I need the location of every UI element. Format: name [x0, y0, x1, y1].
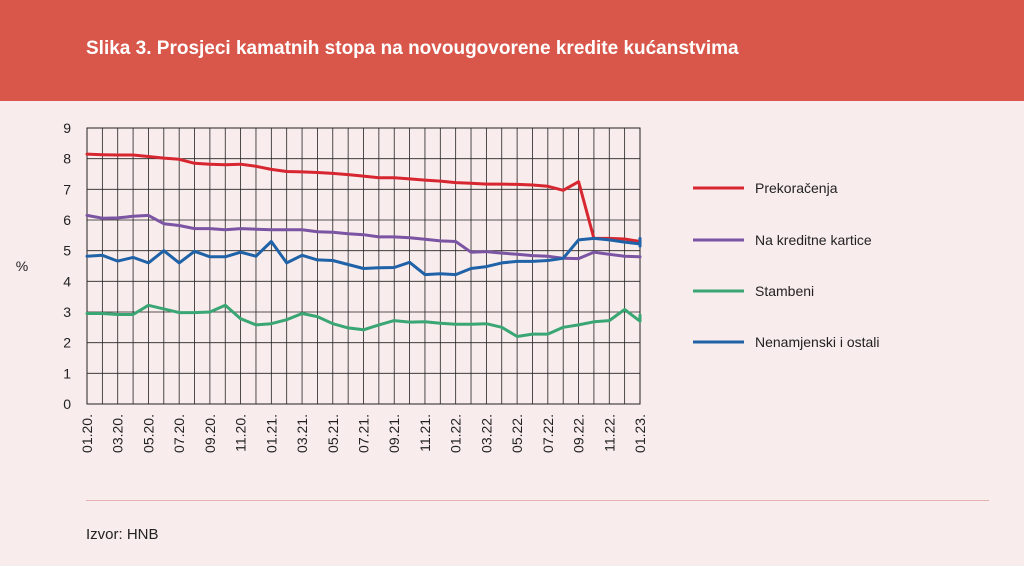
- y-tick-label: 7: [63, 181, 71, 197]
- x-tick-label: 11.20.: [233, 414, 249, 452]
- y-tick-label: 2: [63, 335, 71, 351]
- legend-label: Nenamjenski i ostali: [755, 334, 880, 350]
- x-tick-label: 01.20.: [79, 414, 95, 453]
- x-tick-label: 01.22.: [448, 414, 464, 453]
- x-tick-label: 03.22.: [478, 414, 494, 453]
- y-tick-label: 4: [63, 273, 71, 289]
- x-tick-label: 07.22.: [540, 414, 556, 453]
- y-axis-label: %: [16, 258, 28, 274]
- figure-title: Slika 3. Prosjeci kamatnih stopa na novo…: [86, 38, 739, 59]
- x-tick-label: 11.21.: [417, 414, 433, 452]
- series-line-prekora-enja: [85, 152, 642, 243]
- y-tick-label: 3: [63, 304, 71, 320]
- line-chart: 0 1 2 3 4 5 6 7 8 9% 01.20. 03.20. 05.20. 07.20. 09.20…: [16, 120, 880, 453]
- legend-label: Stambeni: [755, 283, 814, 299]
- x-tick-label: 09.21.: [386, 414, 402, 453]
- x-tick-label: 07.21.: [356, 414, 372, 453]
- x-tick-label: 03.20.: [110, 414, 126, 453]
- y-tick-label: 9: [63, 120, 71, 136]
- footer-divider: [86, 500, 989, 501]
- x-tick-label: 09.20.: [202, 414, 218, 453]
- x-tick-label: 05.20.: [140, 414, 156, 453]
- x-tick-label: 01.21.: [263, 414, 279, 453]
- source-note: Izvor: HNB: [86, 526, 159, 543]
- y-tick-label: 0: [63, 396, 71, 412]
- legend-label: Prekoračenja: [755, 180, 838, 196]
- legend-label: Na kreditne kartice: [755, 232, 872, 248]
- figure-header: Slika 3. Prosjeci kamatnih stopa na novo…: [0, 0, 1024, 101]
- y-tick-label: 1: [63, 365, 71, 381]
- series-line-na-kreditne-kartice: [85, 213, 642, 261]
- x-tick-label: 07.20.: [171, 414, 187, 453]
- x-tick-label: 05.21.: [325, 414, 341, 453]
- x-tick-label: 11.22.: [601, 414, 617, 452]
- y-tick-label: 6: [63, 212, 71, 228]
- series-line-nenamjenski-i-ostali: [85, 236, 642, 277]
- plot-border: [86, 127, 641, 405]
- y-tick-label: 5: [63, 243, 71, 259]
- x-tick-label: 03.21.: [294, 414, 310, 453]
- series-line-stambeni: [85, 303, 642, 338]
- x-tick-label: 09.22.: [571, 414, 587, 453]
- x-tick-label: 01.23.: [632, 414, 648, 453]
- x-tick-label: 05.22.: [509, 414, 525, 453]
- y-tick-label: 8: [63, 151, 71, 167]
